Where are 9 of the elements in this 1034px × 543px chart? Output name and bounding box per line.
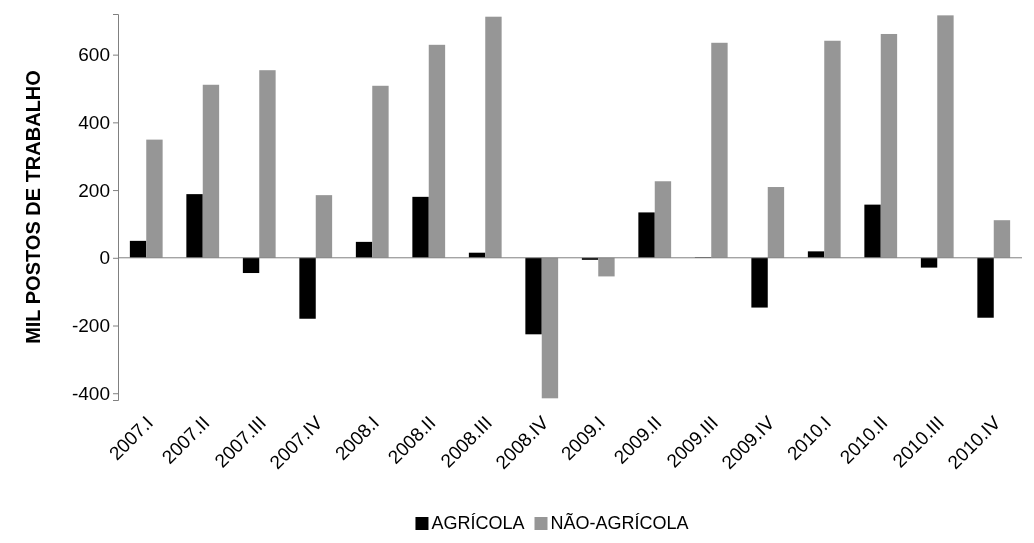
y-tick-label: -200 <box>71 315 110 337</box>
y-tick-label: -400 <box>71 382 110 404</box>
y-tick-label: 400 <box>78 111 110 133</box>
y-tick-label: 600 <box>78 44 110 66</box>
y-tick-label: 200 <box>78 179 110 201</box>
y-axis-title: MIL POSTOS DE TRABALHO <box>22 70 44 344</box>
legend-label: NÃO-AGRÍCOLA <box>550 512 689 533</box>
y-tick-label: 0 <box>99 247 110 269</box>
legend-label: AGRÍCOLA <box>431 513 525 533</box>
